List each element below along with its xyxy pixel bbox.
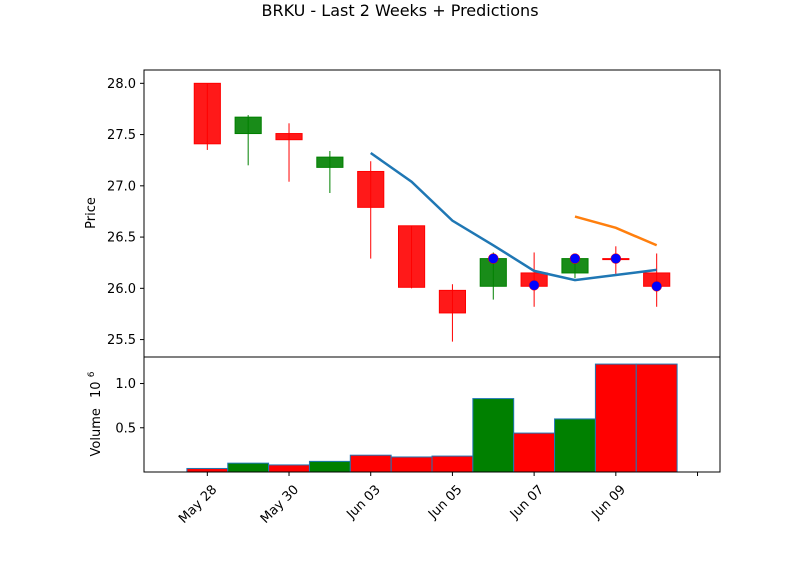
x-tick-label: Jun 09 — [589, 482, 629, 522]
volume-bar — [268, 464, 310, 473]
prediction-line-blue — [370, 152, 657, 282]
prediction-marker — [528, 280, 540, 291]
prediction-marker — [610, 253, 622, 264]
volume-y-tick-label: 1.0 — [115, 377, 136, 392]
price-y-tick-label: 28.0 — [107, 77, 136, 92]
price-panel: 25.5 26.0 26.5 27.0 27.5 28.0 Price — [84, 69, 721, 358]
x-tick-label: Jun 05 — [425, 482, 465, 522]
price-y-tick-label: 26.5 — [107, 231, 136, 246]
prediction-lines-group — [370, 152, 658, 282]
price-y-label: Price — [84, 197, 99, 229]
volume-bar — [390, 456, 433, 473]
volume-bar — [554, 418, 596, 473]
candle-body — [275, 133, 303, 141]
volume-bar — [513, 432, 556, 473]
candles-group — [193, 82, 671, 342]
prediction-marker — [488, 253, 499, 264]
volume-y-label-exp-base: 10 — [89, 381, 104, 398]
volume-bar — [431, 455, 474, 473]
prediction-marker — [569, 253, 581, 264]
volume-bar — [635, 363, 678, 473]
x-tick-label: May 30 — [258, 482, 302, 526]
volume-y-tick-label: 0.5 — [115, 421, 136, 436]
candle-body — [234, 116, 262, 135]
markers-group — [488, 253, 662, 292]
volume-bars-group — [186, 363, 678, 473]
candle-body — [193, 82, 221, 145]
x-tick-label: Jun 03 — [343, 482, 383, 522]
price-y-axis: 25.5 26.0 26.5 27.0 27.5 28.0 — [107, 77, 144, 348]
x-tick-label: Jun 07 — [507, 482, 547, 522]
x-axis: May 28 May 30 Jun 03 Jun 05 Jun 07 Jun 09 — [176, 472, 699, 527]
candle-body — [438, 289, 466, 314]
price-y-tick-label: 27.5 — [107, 128, 136, 143]
chart-title: BRKU - Last 2 Weeks + Predictions — [261, 1, 538, 20]
volume-frame — [143, 356, 721, 473]
volume-y-label: Volume 10 6 — [87, 371, 104, 456]
prediction-line-orange — [574, 215, 658, 247]
volume-bar — [472, 398, 515, 473]
volume-y-label-exp-power: 6 — [87, 371, 97, 377]
candle-body — [398, 225, 426, 288]
volume-bar — [594, 363, 637, 473]
volume-bar — [186, 467, 229, 473]
volume-bar — [308, 460, 351, 473]
price-plot-area — [144, 70, 720, 357]
price-y-tick-label: 27.0 — [107, 179, 136, 194]
candle-body — [316, 156, 344, 168]
volume-y-label-main: Volume — [89, 408, 104, 456]
price-y-tick-label: 26.0 — [107, 282, 136, 297]
volume-panel: 0.5 1.0 Volume 10 6 — [87, 356, 721, 473]
prediction-marker — [651, 281, 662, 292]
x-tick-label: May 28 — [176, 482, 220, 526]
candle-body — [357, 170, 385, 208]
volume-bar — [227, 462, 270, 473]
volume-y-axis: 0.5 1.0 — [115, 377, 144, 436]
volume-bar — [349, 454, 392, 473]
price-y-tick-label: 25.5 — [107, 333, 136, 348]
